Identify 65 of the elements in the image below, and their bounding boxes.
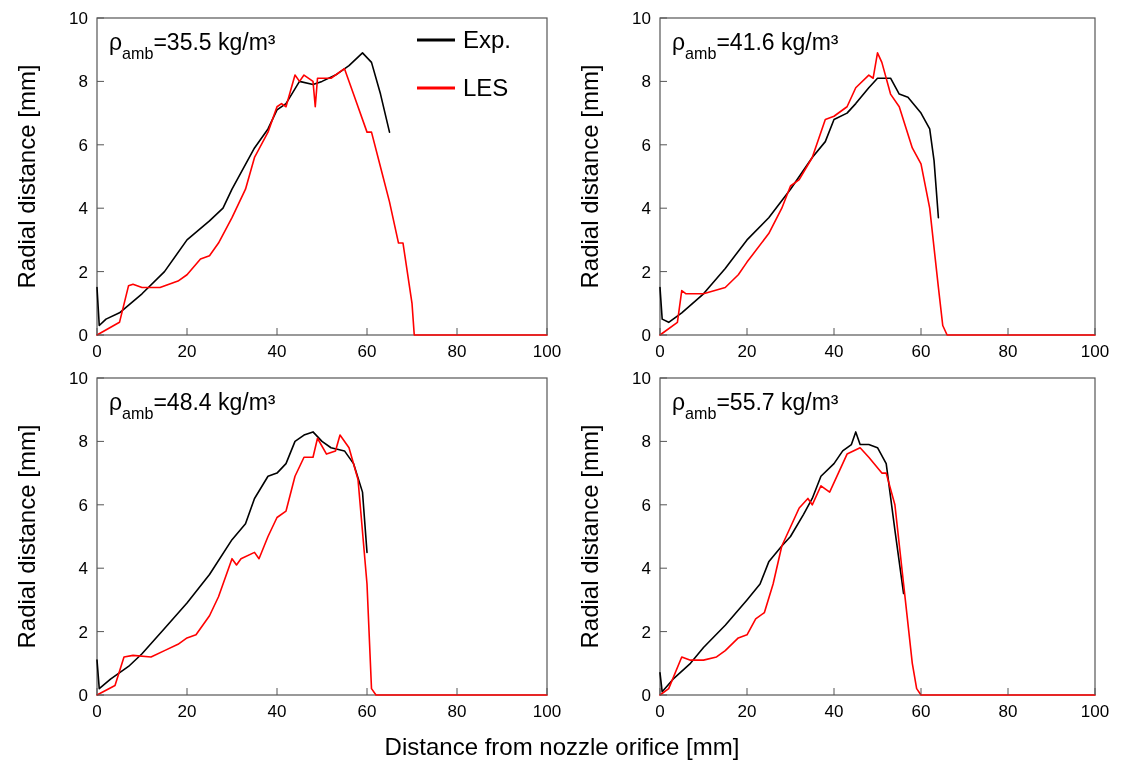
y-tick-label: 0 [78, 685, 88, 705]
x-tick-label: 40 [824, 342, 844, 361]
y-tick-label: 2 [78, 262, 88, 282]
y-tick-label: 4 [78, 199, 88, 219]
y-tick-label: 4 [641, 199, 651, 219]
y-tick-label: 6 [78, 495, 88, 515]
y-tick-label: 10 [69, 368, 88, 388]
legend-label: LES [463, 74, 509, 102]
y-tick-label: 8 [641, 72, 651, 92]
y-axis-title: Radial distance [mm] [13, 424, 40, 649]
x-tick-label: 100 [532, 702, 562, 721]
x-tick-label: 20 [737, 702, 757, 721]
y-tick-label: 2 [641, 262, 651, 282]
y-axis-title: Radial distance [mm] [576, 424, 603, 649]
x-tick-label: 20 [177, 342, 197, 361]
y-tick-label: 2 [78, 622, 88, 642]
annotation: ρ$_{amb}$=35.5 kg/m³ [109, 29, 276, 62]
x-tick-label: 40 [267, 342, 287, 361]
x-tick-label: 80 [447, 702, 467, 721]
x-tick-label: 60 [911, 342, 931, 361]
y-axis-title: Radial distance [mm] [576, 64, 603, 289]
line-series [659, 431, 905, 693]
y-tick-label: 10 [632, 8, 651, 28]
y-tick-label: 6 [78, 135, 88, 155]
annotation: ρ$_{amb}$=48.4 kg/m³ [109, 389, 276, 422]
y-tick-label: 4 [641, 559, 651, 579]
x-axis-title: Distance from nozzle orifice [mm] [384, 733, 740, 760]
line-series [96, 67, 548, 336]
x-tick-label: 40 [824, 702, 844, 721]
line-series [96, 431, 368, 690]
x-tick-label: 20 [177, 702, 197, 721]
x-tick-label: 0 [92, 342, 102, 361]
annotation: ρ$_{amb}$=41.6 kg/m³ [672, 29, 839, 62]
x-tick-label: 100 [1080, 342, 1110, 361]
x-tick-label: 80 [998, 702, 1018, 721]
annotation: ρ$_{amb}$=55.7 kg/m³ [672, 389, 839, 422]
y-tick-label: 10 [69, 8, 88, 28]
y-tick-label: 0 [641, 685, 651, 705]
x-tick-label: 0 [92, 702, 102, 721]
y-tick-label: 8 [78, 72, 88, 92]
line-series [659, 446, 1096, 696]
x-tick-label: 40 [267, 702, 287, 721]
line-series [96, 434, 548, 696]
y-tick-label: 0 [641, 325, 651, 345]
x-tick-label: 80 [998, 342, 1018, 361]
y-tick-label: 6 [641, 495, 651, 515]
legend-label: Exp. [463, 26, 512, 54]
y-tick-label: 8 [78, 432, 88, 452]
y-tick-label: 8 [641, 432, 651, 452]
x-tick-label: 20 [737, 342, 757, 361]
x-tick-label: 80 [447, 342, 467, 361]
y-tick-label: 6 [641, 135, 651, 155]
y-tick-label: 0 [78, 325, 88, 345]
x-tick-label: 60 [911, 702, 931, 721]
x-tick-label: 60 [357, 342, 377, 361]
y-tick-label: 2 [641, 622, 651, 642]
x-tick-label: 100 [532, 342, 562, 361]
line-series [659, 77, 940, 324]
y-tick-label: 10 [632, 368, 651, 388]
x-tick-label: 0 [655, 342, 665, 361]
x-tick-label: 100 [1080, 702, 1110, 721]
x-tick-label: 0 [655, 702, 665, 721]
y-axis-title: Radial distance [mm] [13, 64, 40, 289]
y-tick-label: 4 [78, 559, 88, 579]
x-tick-label: 60 [357, 702, 377, 721]
